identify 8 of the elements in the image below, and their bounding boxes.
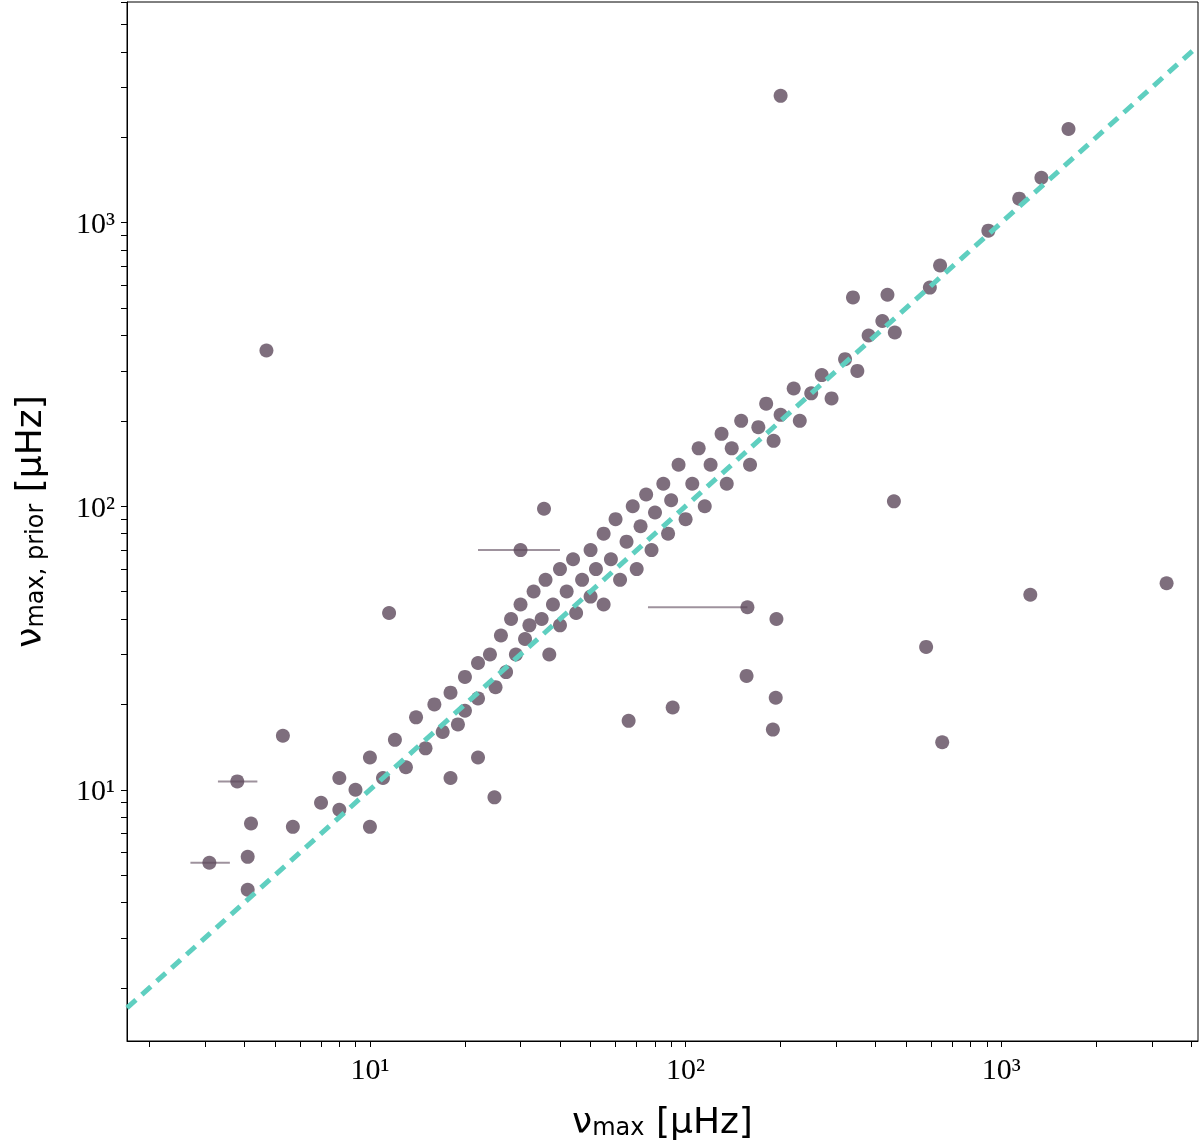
y-tick-label: 10³ [76, 206, 115, 240]
x-tick-label: 10² [666, 1051, 706, 1085]
x-axis-title: νmax [μHz] [572, 1099, 753, 1141]
y-axis-title: νmax, prior [μHz] [7, 395, 49, 648]
y-tick-label: 10² [76, 489, 115, 523]
x-tick-label: 10³ [981, 1051, 1021, 1085]
x-tick-label: 10¹ [350, 1051, 390, 1085]
y-tick-label: 10¹ [76, 773, 115, 807]
